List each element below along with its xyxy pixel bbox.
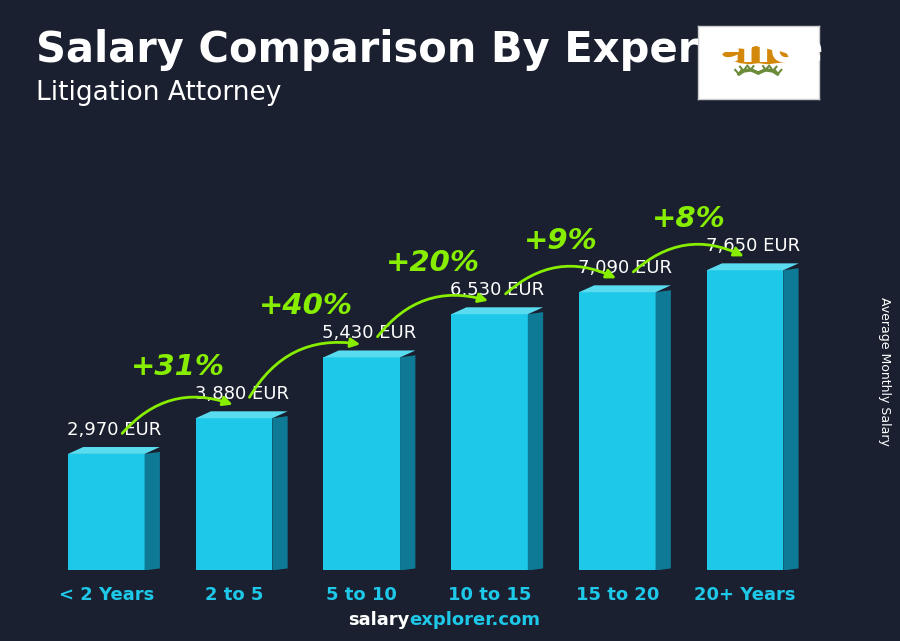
Polygon shape — [323, 358, 400, 570]
Polygon shape — [706, 263, 798, 271]
Polygon shape — [273, 416, 288, 570]
Text: Average Monthly Salary: Average Monthly Salary — [878, 297, 890, 446]
Polygon shape — [451, 314, 527, 570]
Text: 5,430 EUR: 5,430 EUR — [322, 324, 417, 342]
Polygon shape — [145, 452, 160, 570]
Text: Salary Comparison By Experience: Salary Comparison By Experience — [36, 29, 824, 71]
Text: 2,970 EUR: 2,970 EUR — [67, 420, 161, 438]
Polygon shape — [579, 292, 655, 570]
Text: +9%: +9% — [524, 227, 598, 255]
Text: Litigation Attorney: Litigation Attorney — [36, 80, 282, 106]
Text: +31%: +31% — [130, 353, 225, 381]
Polygon shape — [195, 418, 273, 570]
Polygon shape — [68, 454, 145, 570]
Text: 3,880 EUR: 3,880 EUR — [194, 385, 289, 403]
Text: +40%: +40% — [258, 292, 353, 320]
FancyArrowPatch shape — [122, 397, 230, 433]
Polygon shape — [527, 312, 543, 570]
FancyArrowPatch shape — [249, 339, 357, 397]
Polygon shape — [400, 355, 416, 570]
Polygon shape — [783, 268, 798, 570]
Polygon shape — [323, 351, 416, 358]
FancyArrowPatch shape — [377, 294, 485, 337]
FancyArrowPatch shape — [634, 244, 741, 272]
Polygon shape — [655, 290, 670, 570]
Text: salary: salary — [348, 612, 410, 629]
Polygon shape — [706, 271, 783, 570]
Text: +8%: +8% — [652, 205, 725, 233]
Text: explorer.com: explorer.com — [410, 612, 541, 629]
Polygon shape — [579, 285, 670, 292]
Text: 7,090 EUR: 7,090 EUR — [578, 259, 672, 277]
Text: +20%: +20% — [386, 249, 481, 277]
Polygon shape — [451, 307, 543, 314]
Polygon shape — [195, 412, 288, 418]
Polygon shape — [68, 447, 160, 454]
Polygon shape — [722, 47, 788, 63]
FancyArrowPatch shape — [506, 266, 613, 294]
Text: 6,530 EUR: 6,530 EUR — [450, 281, 544, 299]
Text: 7,650 EUR: 7,650 EUR — [706, 237, 800, 255]
